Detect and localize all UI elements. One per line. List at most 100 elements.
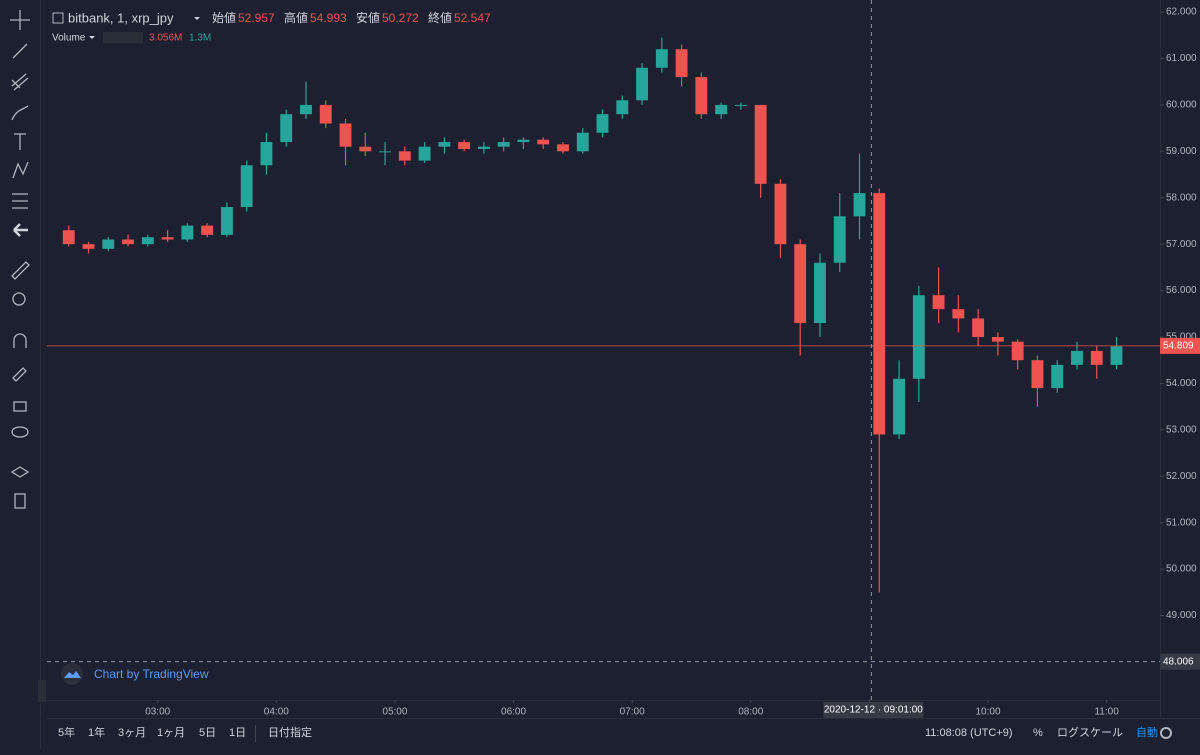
candle-body bbox=[774, 183, 787, 245]
percent-toggle[interactable]: % bbox=[1033, 727, 1043, 739]
candle-body bbox=[260, 142, 273, 166]
x-tick-label: 07:00 bbox=[620, 707, 645, 718]
candle-body bbox=[339, 123, 352, 147]
ohlc-label: 終値 bbox=[428, 10, 452, 25]
ohlc-label: 始値 bbox=[212, 10, 236, 25]
range-button[interactable]: 3ヶ月 bbox=[118, 727, 146, 739]
candle-body bbox=[833, 216, 846, 263]
candle-body bbox=[359, 146, 372, 152]
candle-body bbox=[1031, 360, 1044, 389]
candle-body bbox=[616, 100, 629, 115]
fib-tool[interactable] bbox=[11, 73, 29, 91]
left-toolbar bbox=[0, 0, 40, 750]
y-tick-label: 50.000 bbox=[1166, 564, 1197, 575]
crosshair-time-label: 2020-12-12 · 09:01:00 bbox=[824, 705, 923, 716]
settings-button[interactable] bbox=[1160, 727, 1172, 739]
ohlc-value: 50.272 bbox=[382, 11, 419, 25]
volume-label[interactable]: Volume bbox=[52, 33, 86, 44]
zoom-tool[interactable] bbox=[12, 292, 26, 306]
toolbar-icons[interactable] bbox=[10, 10, 30, 509]
candle-body bbox=[497, 142, 510, 147]
x-tick-label: 03:00 bbox=[145, 707, 170, 718]
volume-value: 3.056M bbox=[149, 33, 182, 44]
lock-tool[interactable] bbox=[13, 401, 27, 412]
candle-body bbox=[161, 237, 174, 240]
candle-body bbox=[517, 139, 530, 143]
candle-body bbox=[1090, 350, 1103, 365]
candle-body bbox=[319, 104, 332, 124]
symbol-dropdown[interactable] bbox=[194, 17, 200, 20]
pattern-tool[interactable] bbox=[12, 161, 29, 179]
lock-drawing-tool[interactable] bbox=[12, 367, 27, 382]
candle-body bbox=[438, 142, 451, 147]
candle-body bbox=[379, 151, 391, 153]
candle-body bbox=[972, 318, 985, 338]
candle-body bbox=[141, 237, 154, 245]
candle-body bbox=[695, 77, 708, 115]
collapse-button[interactable] bbox=[52, 12, 64, 24]
ruler-tool[interactable] bbox=[11, 261, 30, 280]
candle-body bbox=[893, 378, 905, 435]
magnet-tool[interactable] bbox=[13, 333, 27, 348]
x-tick-label: 08:00 bbox=[738, 707, 763, 718]
candle-body bbox=[418, 146, 431, 161]
line-tool[interactable] bbox=[12, 43, 28, 59]
candle-body bbox=[201, 225, 214, 235]
candle-body bbox=[734, 104, 747, 106]
y-tick-label: 56.000 bbox=[1166, 285, 1197, 296]
last-price-box bbox=[1160, 337, 1200, 354]
ohlc-value: 52.547 bbox=[454, 11, 491, 25]
candle-body bbox=[102, 239, 115, 249]
range-button[interactable]: 5年 bbox=[58, 725, 75, 739]
delete-tool[interactable] bbox=[14, 493, 26, 509]
expand-handle[interactable] bbox=[38, 680, 46, 702]
x-tick-label: 04:00 bbox=[264, 707, 289, 718]
candle-body bbox=[754, 104, 767, 184]
last-price-label: 54.809 bbox=[1163, 341, 1194, 352]
date-range-button[interactable]: 日付指定 bbox=[268, 725, 312, 739]
candle-body bbox=[477, 146, 490, 150]
range-button[interactable]: 1年 bbox=[88, 725, 105, 739]
watermark[interactable]: Chart by TradingView bbox=[94, 667, 209, 681]
candle-body bbox=[932, 295, 945, 310]
y-tick-label: 61.000 bbox=[1166, 53, 1197, 64]
y-tick-label: 62.000 bbox=[1166, 7, 1197, 18]
candle-body bbox=[715, 104, 728, 115]
volume-dropdown[interactable] bbox=[89, 36, 95, 39]
candle-body bbox=[458, 142, 471, 150]
crosshair-time-box bbox=[823, 702, 924, 718]
y-tick-label: 55.000 bbox=[1166, 332, 1197, 343]
visibility-tool[interactable] bbox=[11, 426, 29, 438]
candle-body bbox=[636, 67, 648, 101]
candle-body bbox=[181, 225, 194, 240]
watermark-logo-mark bbox=[64, 671, 81, 678]
brush-tool[interactable] bbox=[11, 105, 29, 121]
candle-body bbox=[398, 151, 411, 161]
crosshair-tool[interactable] bbox=[10, 10, 30, 30]
layers-tool[interactable] bbox=[10, 466, 30, 478]
back-tool[interactable] bbox=[13, 223, 28, 237]
range-button[interactable]: 1日 bbox=[229, 727, 246, 739]
symbol[interactable]: bitbank, 1, xrp_jpy bbox=[68, 10, 174, 25]
y-tick-label: 51.000 bbox=[1166, 517, 1197, 528]
volume-buttons[interactable] bbox=[103, 32, 143, 43]
range-button[interactable]: 1ヶ月 bbox=[157, 727, 185, 739]
y-tick-label: 59.000 bbox=[1166, 146, 1197, 157]
prediction-tool[interactable] bbox=[12, 193, 28, 209]
range-button[interactable]: 5日 bbox=[199, 727, 216, 739]
x-tick-label: 11:00 bbox=[1094, 707, 1119, 718]
log-toggle[interactable]: ログスケール bbox=[1057, 725, 1123, 739]
ohlc-value: 52.957 bbox=[238, 11, 275, 25]
candle-body bbox=[1071, 350, 1083, 365]
candle-body bbox=[82, 244, 95, 249]
auto-toggle[interactable]: 自動 bbox=[1136, 725, 1158, 739]
candle-body bbox=[991, 337, 1004, 342]
text-tool[interactable] bbox=[14, 133, 26, 150]
y-tick-label: 58.000 bbox=[1166, 192, 1197, 203]
x-tick-label: 05:00 bbox=[382, 707, 407, 718]
y-tick-label: 54.000 bbox=[1166, 378, 1197, 389]
ohlc-value: 54.993 bbox=[310, 11, 347, 25]
